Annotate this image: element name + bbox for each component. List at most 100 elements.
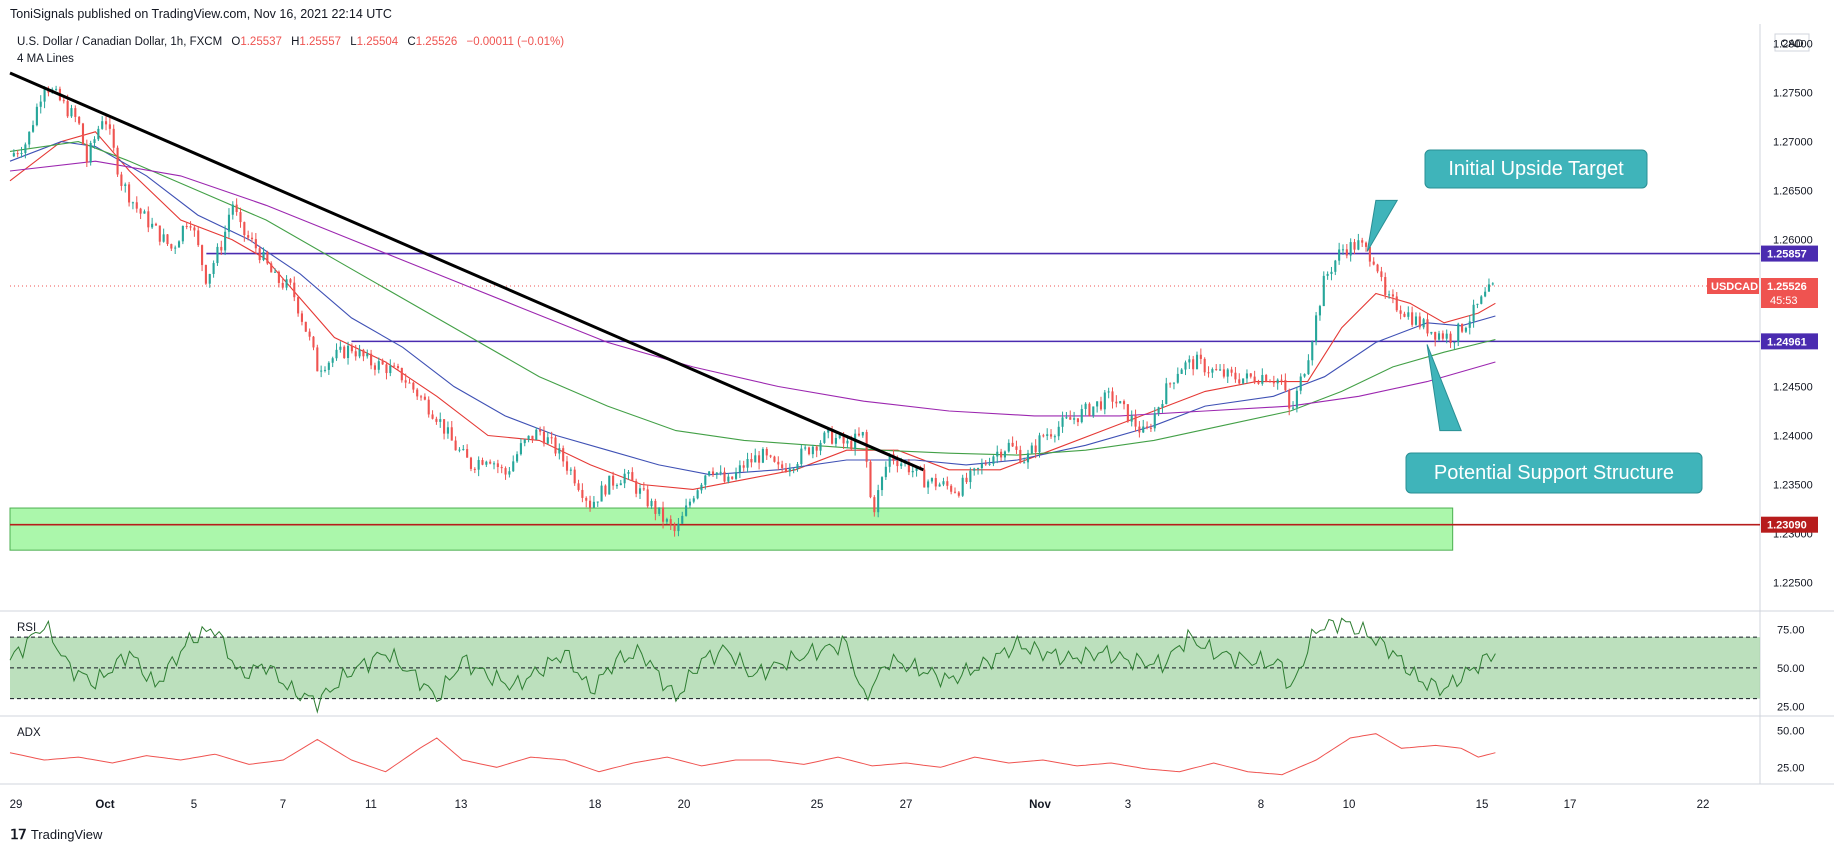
candle-body bbox=[373, 365, 376, 370]
candle-body bbox=[135, 202, 138, 209]
candle-body bbox=[85, 144, 88, 163]
candle bbox=[1288, 388, 1291, 416]
candle-body bbox=[1268, 381, 1272, 383]
candle bbox=[1311, 340, 1314, 366]
candle-body bbox=[39, 101, 42, 107]
candle-body bbox=[565, 461, 569, 471]
tradingview-footer[interactable]: 𝟣𝟩 TradingView bbox=[10, 826, 102, 843]
candle bbox=[285, 275, 288, 291]
candle-body bbox=[293, 282, 296, 298]
candle-body bbox=[366, 353, 369, 357]
candle-body bbox=[1176, 373, 1179, 383]
candle-body bbox=[1215, 369, 1218, 371]
candle-body bbox=[1226, 369, 1229, 377]
candle bbox=[1207, 366, 1210, 378]
candle-body bbox=[834, 437, 837, 444]
candle bbox=[961, 474, 964, 497]
candle-body bbox=[147, 211, 150, 228]
candle-body bbox=[1061, 417, 1064, 427]
candle bbox=[270, 261, 273, 273]
candle-body bbox=[1484, 291, 1487, 297]
candle-body bbox=[1126, 404, 1129, 422]
candle-body bbox=[692, 498, 695, 502]
candle bbox=[1434, 331, 1437, 347]
price-tick-label: 1.23500 bbox=[1773, 480, 1813, 492]
candle bbox=[1226, 368, 1229, 384]
candle bbox=[1430, 331, 1433, 335]
adx-tick-label: 25.00 bbox=[1777, 762, 1805, 774]
candle bbox=[170, 243, 173, 252]
callout-potential-support-structure[interactable]: Potential Support Structure bbox=[1405, 344, 1703, 494]
candle-body bbox=[331, 358, 334, 363]
candle-body bbox=[350, 345, 353, 352]
high-letter: H bbox=[291, 36, 299, 48]
candle bbox=[819, 440, 822, 456]
candle-body bbox=[1149, 427, 1152, 429]
rsi-tick-label: 75.00 bbox=[1777, 624, 1805, 636]
candle bbox=[965, 472, 968, 484]
candle-body bbox=[289, 279, 292, 283]
candle bbox=[377, 357, 380, 374]
candle bbox=[1215, 364, 1218, 371]
moving-average-line bbox=[9, 160, 1496, 417]
candle bbox=[1003, 450, 1006, 461]
candle-body bbox=[1407, 312, 1410, 317]
candle bbox=[562, 445, 565, 467]
candle-body bbox=[777, 461, 780, 465]
candle bbox=[1472, 299, 1475, 328]
candle bbox=[185, 222, 188, 230]
candle-body bbox=[370, 353, 373, 366]
callout-label: Initial Upside Target bbox=[1448, 158, 1624, 180]
candle-body bbox=[1073, 418, 1076, 420]
candle-body bbox=[546, 437, 549, 444]
candle bbox=[31, 120, 35, 133]
candle bbox=[746, 452, 749, 473]
candle bbox=[973, 467, 976, 476]
candle bbox=[750, 453, 753, 468]
open-value: 1.25537 bbox=[240, 36, 282, 48]
candle bbox=[393, 362, 396, 367]
candle bbox=[1030, 442, 1033, 454]
candle bbox=[880, 476, 884, 496]
candle-body bbox=[773, 456, 776, 462]
adx-line bbox=[9, 733, 1496, 776]
candle bbox=[796, 462, 799, 472]
candle bbox=[312, 335, 315, 351]
candle-body bbox=[930, 478, 934, 482]
candle bbox=[1457, 322, 1460, 347]
candle bbox=[1153, 407, 1156, 432]
usdcad-chart[interactable]: U.S. Dollar / Canadian Dollar, 1h, FXCM … bbox=[0, 24, 1834, 824]
candle-body bbox=[158, 225, 161, 242]
candle-body bbox=[965, 477, 968, 483]
candle bbox=[266, 250, 269, 265]
candle bbox=[815, 445, 818, 458]
candle bbox=[435, 416, 438, 425]
candle bbox=[419, 394, 423, 401]
candle-body bbox=[1414, 316, 1418, 325]
candle-body bbox=[869, 461, 872, 498]
candle-body bbox=[385, 364, 388, 374]
candle bbox=[1380, 266, 1383, 282]
candle bbox=[97, 125, 100, 142]
candle bbox=[711, 467, 715, 477]
candle bbox=[692, 495, 695, 504]
candle-body bbox=[131, 202, 134, 204]
candle-body bbox=[1461, 323, 1464, 332]
descending-trendline[interactable] bbox=[9, 71, 925, 472]
price-badge-support-zone: 1.23090 bbox=[1761, 516, 1818, 533]
candle-body bbox=[715, 472, 718, 475]
candle-body bbox=[1219, 369, 1222, 371]
candle-body bbox=[116, 147, 119, 175]
symbol-badge-bg bbox=[1707, 278, 1759, 295]
candle bbox=[1445, 329, 1448, 344]
candle-body bbox=[74, 108, 77, 117]
candle bbox=[742, 460, 745, 472]
candle bbox=[1411, 306, 1414, 327]
candle-body bbox=[423, 396, 426, 400]
candle bbox=[596, 501, 599, 507]
callout-initial-upside-target[interactable]: Initial Upside Target bbox=[1366, 149, 1648, 252]
candle bbox=[473, 467, 476, 474]
candle-body bbox=[953, 491, 957, 493]
candle bbox=[923, 464, 926, 488]
candle-body bbox=[227, 214, 231, 232]
